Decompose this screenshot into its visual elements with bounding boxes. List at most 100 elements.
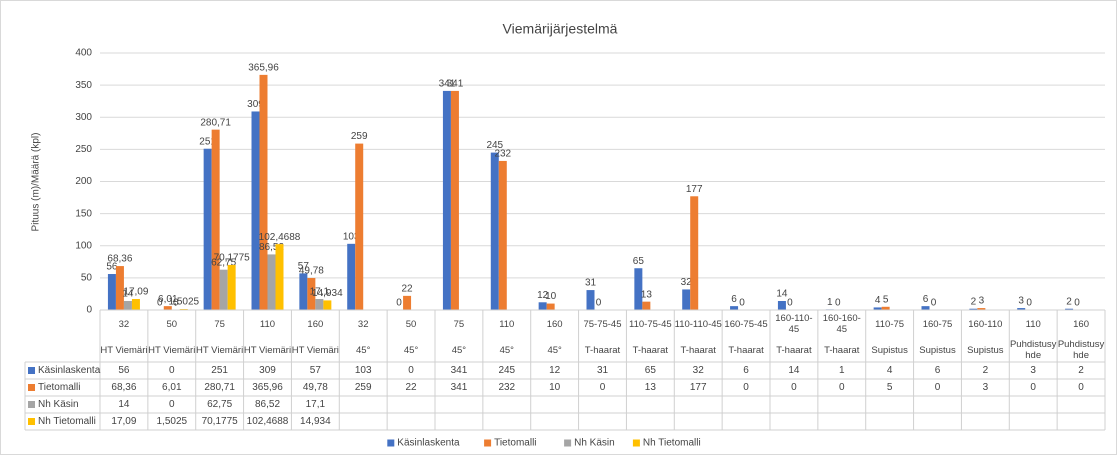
- x-group-label-box: T-haarat: [681, 345, 716, 356]
- bar: [115, 266, 124, 310]
- x-tick-label: 160-160-45: [822, 313, 861, 335]
- x-group-label-box: HT Viemäri: [148, 345, 195, 356]
- y-tick-label: 350: [75, 80, 92, 91]
- x-group-label: T-haarat: [824, 344, 860, 356]
- bar: [490, 152, 499, 310]
- table-cell: 3: [1030, 365, 1036, 376]
- table-cell: 0: [935, 382, 941, 393]
- data-label: 309: [247, 99, 264, 110]
- bar: [299, 273, 308, 310]
- bar: [682, 289, 691, 310]
- bar: [347, 243, 356, 310]
- table-cell: 2: [983, 365, 989, 376]
- table-cell: 31: [597, 365, 609, 376]
- legend-label: Käsinlaskenta: [397, 438, 460, 449]
- x-tick-label: 32: [357, 318, 369, 330]
- table-legend-key: [28, 384, 35, 391]
- bar: [211, 129, 220, 310]
- y-tick-label: 250: [75, 144, 92, 155]
- data-label: 17,1: [310, 287, 330, 298]
- bar: [690, 196, 699, 310]
- x-group-label: 45°: [451, 344, 467, 356]
- x-tick-label: 160-75: [922, 318, 953, 330]
- x-tick-label-box: 32: [357, 318, 369, 330]
- bar: [131, 299, 140, 310]
- x-group-label-box: Supistus: [967, 345, 1003, 356]
- x-tick-label-box: 160: [547, 319, 563, 330]
- data-label: 3: [979, 296, 985, 307]
- table-cell: 245: [498, 365, 515, 376]
- table-cell: 10: [549, 382, 561, 393]
- table-cell: 14: [118, 399, 130, 410]
- data-label: 0: [157, 298, 163, 309]
- bar: [642, 301, 651, 310]
- table-cell: 22: [406, 382, 418, 393]
- table-cell: 341: [451, 365, 468, 376]
- x-group-label-box: 45°: [500, 345, 514, 356]
- bar: [881, 306, 890, 310]
- x-group-label-box: 45°: [404, 345, 418, 356]
- table-cell: 309: [259, 365, 276, 376]
- table-cell: 14: [788, 365, 800, 376]
- data-label: 280,71: [200, 117, 231, 128]
- bar: [203, 148, 212, 310]
- data-label: 49,78: [299, 266, 324, 277]
- x-tick-label: 160: [1073, 318, 1089, 330]
- x-tick-label: 110: [1025, 318, 1041, 330]
- data-label: 0: [1026, 298, 1032, 309]
- x-group-label: HT Viemäri: [291, 344, 339, 356]
- y-tick-label: 200: [75, 176, 92, 187]
- y-tick-label: 300: [75, 112, 92, 123]
- x-tick-label-box: 110: [1025, 318, 1041, 330]
- data-label: 0: [396, 298, 402, 309]
- x-group-label-box: T-haarat: [776, 344, 812, 356]
- table-cell: 14,934: [300, 416, 331, 427]
- x-group-label-box: 45°: [451, 344, 467, 356]
- table-row-header: Käsinlaskenta: [38, 365, 101, 376]
- legend-key: [387, 439, 395, 447]
- bar: [123, 301, 132, 310]
- table-cell: 12: [549, 365, 561, 376]
- data-label: 102,4688: [259, 232, 301, 243]
- chart-title: Viemärijärjestelmä: [503, 21, 618, 37]
- table-row-header: Nh Tietomalli: [38, 416, 96, 427]
- data-label: 177: [686, 184, 703, 195]
- bar: [969, 308, 978, 310]
- x-group-label: HT Viemäri: [100, 344, 148, 356]
- bar: [546, 303, 555, 310]
- data-label: 17,09: [123, 287, 148, 298]
- bar: [163, 306, 172, 310]
- data-label: 32: [681, 277, 693, 288]
- x-group-label: Supistus: [871, 344, 908, 356]
- x-group-label-box: Puhdistusyhde: [1058, 339, 1104, 361]
- table-cell: 0: [839, 382, 845, 393]
- data-label: 14: [122, 289, 134, 300]
- data-label: 31: [585, 278, 597, 289]
- table-cell: 6: [935, 365, 941, 376]
- x-tick-label: 75: [453, 318, 465, 330]
- bar: [586, 290, 595, 310]
- table-cell: 70,1775: [202, 416, 239, 427]
- bar: [777, 301, 786, 310]
- table-cell: 259: [355, 382, 372, 393]
- table-cell: 17,1: [306, 399, 326, 410]
- data-label: 6: [923, 294, 929, 305]
- table-cell: 280,71: [204, 382, 235, 393]
- bar: [921, 306, 930, 310]
- bar: [323, 300, 332, 310]
- x-tick-label-box: 160: [1073, 318, 1089, 330]
- data-label: 65: [633, 256, 645, 267]
- data-label: 2: [1066, 296, 1072, 307]
- bar: [498, 160, 507, 310]
- x-group-label-box: Supistus: [871, 344, 908, 356]
- x-group-label-box: Supistus: [919, 345, 955, 356]
- data-label: 0: [739, 298, 745, 309]
- table-cell: 6: [743, 365, 749, 376]
- x-tick-label: 160-75-45: [724, 318, 768, 330]
- data-label: 6,01: [158, 294, 178, 305]
- x-group-label: HT Viemäri: [243, 344, 292, 356]
- x-group-label: T-haarat: [776, 344, 812, 356]
- y-tick-label: 150: [75, 208, 92, 219]
- data-label: 2: [971, 296, 977, 307]
